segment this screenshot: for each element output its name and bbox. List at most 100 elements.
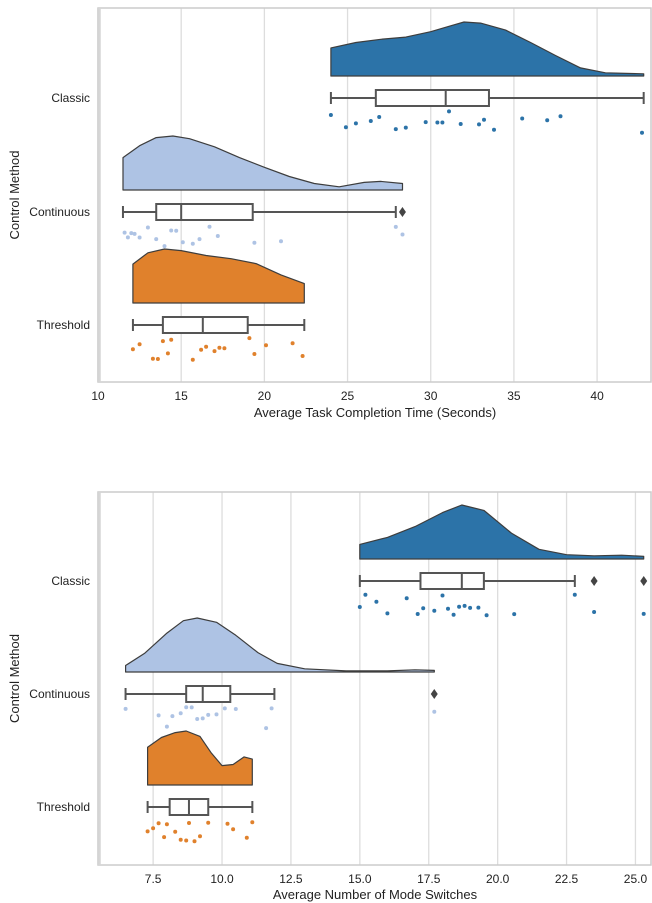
series-continuous: Continuous <box>29 135 406 249</box>
data-point <box>415 612 420 616</box>
data-point <box>363 592 368 597</box>
data-point <box>343 125 348 130</box>
x-axis-label: Average Task Completion Time (Seconds) <box>254 405 496 420</box>
data-point <box>641 611 646 616</box>
data-point <box>129 231 134 236</box>
data-point <box>217 345 222 350</box>
data-point <box>231 827 236 832</box>
data-point <box>204 344 209 349</box>
data-point <box>222 706 227 711</box>
data-point <box>137 342 142 347</box>
plot-frame <box>97 491 652 866</box>
data-point <box>190 357 195 362</box>
series-threshold: Threshold <box>37 248 306 362</box>
box-iqr <box>161 316 249 334</box>
data-point <box>215 234 220 238</box>
data-point <box>393 127 398 132</box>
x-tick-label: 25 <box>341 389 355 403</box>
x-tick-label: 10.0 <box>210 872 234 886</box>
data-point <box>476 605 481 610</box>
data-point <box>520 116 525 121</box>
data-point <box>247 336 252 341</box>
x-tick-label: 30 <box>424 389 438 403</box>
data-point <box>222 346 227 351</box>
data-point <box>174 228 179 233</box>
data-point <box>180 240 185 245</box>
data-point <box>458 122 463 126</box>
data-point <box>558 114 563 119</box>
data-point <box>187 821 191 825</box>
data-point <box>404 596 409 601</box>
series-classic: Classic <box>51 21 645 135</box>
data-point <box>423 120 428 125</box>
data-point <box>385 611 390 616</box>
data-point <box>137 235 142 240</box>
data-point <box>192 839 197 844</box>
data-point <box>300 354 305 358</box>
data-point <box>151 826 156 831</box>
violin-cloud <box>122 135 404 191</box>
outlier-marker <box>398 207 406 217</box>
data-point <box>328 113 333 117</box>
data-point <box>435 120 440 125</box>
data-point <box>145 225 150 230</box>
data-point <box>421 606 426 611</box>
data-point <box>162 244 167 249</box>
x-tick-label: 15.0 <box>348 872 372 886</box>
data-point <box>374 599 379 604</box>
data-point <box>190 241 195 246</box>
outlier-marker <box>640 576 648 586</box>
violin-cloud <box>125 617 435 673</box>
data-point <box>264 726 269 731</box>
data-point <box>206 712 211 717</box>
box-iqr <box>185 685 232 703</box>
data-point <box>206 820 211 825</box>
series-continuous: Continuous <box>29 617 438 731</box>
data-point <box>178 837 183 842</box>
x-tick-label: 20 <box>258 389 272 403</box>
box-iqr <box>155 203 254 221</box>
data-point <box>184 705 189 710</box>
data-point <box>432 608 437 613</box>
data-point <box>492 127 496 132</box>
x-tick-label: 35 <box>507 389 521 403</box>
violin-cloud <box>359 504 645 560</box>
data-point <box>357 605 362 609</box>
data-point <box>512 612 517 617</box>
data-point <box>160 339 165 344</box>
data-point <box>200 716 205 721</box>
data-point <box>269 706 274 711</box>
x-tick-label: 40 <box>590 389 604 403</box>
data-point <box>150 356 155 361</box>
data-point <box>165 351 170 356</box>
data-point <box>233 707 238 711</box>
data-point <box>162 835 167 840</box>
chart-panel-2: 7.5 10.0 12.5 15.0 17.5 20.0 22.5 25.0 Average N… <box>7 491 652 902</box>
data-point <box>155 357 160 361</box>
data-point <box>477 122 481 127</box>
x-axis-label: Average Number of Mode Switches <box>273 887 478 902</box>
data-point <box>212 349 217 354</box>
data-point <box>199 347 204 352</box>
data-point <box>377 115 382 119</box>
data-point <box>145 829 150 834</box>
x-tick-label: 15 <box>175 389 189 403</box>
data-point <box>462 603 467 608</box>
data-point <box>440 593 445 598</box>
data-point <box>214 712 219 717</box>
outlier-marker <box>590 576 598 586</box>
data-point <box>457 604 462 609</box>
data-point <box>225 821 230 826</box>
x-tick-label: 22.5 <box>555 872 579 886</box>
violin-cloud <box>132 248 305 304</box>
data-point <box>432 709 437 714</box>
data-point <box>164 724 169 729</box>
data-point <box>244 835 249 840</box>
data-point <box>156 713 161 718</box>
x-tick-label: 12.5 <box>279 872 303 886</box>
data-point <box>156 821 161 826</box>
data-point <box>132 231 137 236</box>
data-point <box>484 613 489 618</box>
data-point <box>446 606 450 611</box>
